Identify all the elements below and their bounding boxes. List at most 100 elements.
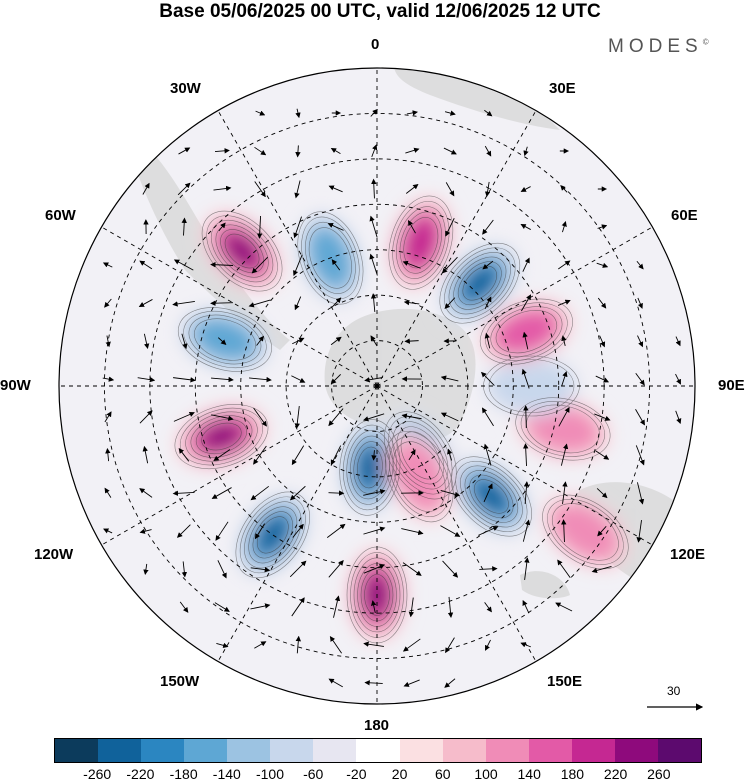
wind-arrow	[522, 600, 530, 614]
colorbar-swatch	[356, 739, 400, 762]
wind-arrow	[599, 335, 606, 348]
wind-arrow	[364, 680, 383, 686]
wind-arrow	[363, 413, 385, 422]
wind-arrow	[363, 489, 386, 496]
wind-arrow	[137, 376, 156, 383]
latitude-circle	[149, 158, 605, 614]
wind-arrow	[675, 410, 682, 425]
wind-arrow	[404, 338, 419, 344]
wind-arrow	[291, 445, 305, 466]
wind-arrow	[555, 602, 573, 612]
lon-label-120e: 120E	[670, 546, 706, 563]
wind-arrow	[597, 224, 608, 230]
wind-arrow	[481, 407, 494, 427]
anomaly-contour	[185, 411, 258, 462]
wind-arrow	[597, 297, 607, 309]
meridian-line	[101, 385, 378, 546]
meridian-line	[376, 110, 537, 387]
anomaly-contour	[297, 211, 364, 305]
wind-arrow	[635, 372, 645, 386]
wind-arrow	[482, 219, 494, 235]
wind-arrow	[401, 413, 422, 420]
wind-arrow	[210, 300, 234, 306]
wind-arrow	[328, 559, 344, 578]
wind-arrow	[363, 564, 386, 574]
colorbar-tick-label: -220	[126, 766, 155, 782]
wind-arrow	[173, 259, 194, 271]
wind-arrow	[445, 182, 455, 197]
wind-arrow	[250, 603, 271, 610]
wind-arrow	[248, 299, 271, 308]
anomaly-contour	[220, 229, 264, 273]
wind-arrow	[333, 595, 341, 618]
colorbar-swatch	[571, 739, 615, 762]
wind-arrow	[172, 490, 195, 496]
wind-arrow	[102, 376, 115, 382]
anomaly-blob	[552, 503, 619, 561]
anomaly-blob	[201, 423, 242, 451]
wind-arrow	[253, 407, 267, 427]
colorbar-tick-label: -60	[303, 766, 324, 782]
wind-arrow	[328, 678, 343, 688]
latitude-circle	[240, 249, 514, 523]
wind-arrow	[408, 597, 415, 618]
anomaly-blob	[496, 310, 557, 353]
anomaly-contour	[490, 306, 563, 357]
wind-arrow	[401, 528, 424, 536]
wind-arrow	[173, 411, 195, 422]
modes-logo: MODES©	[608, 36, 709, 57]
wind-arrow	[181, 561, 188, 578]
wind-arrow	[444, 297, 456, 309]
wind-arrow	[216, 642, 229, 648]
anomaly-contour	[346, 430, 394, 505]
wind-arrow	[443, 147, 457, 155]
wind-arrow	[445, 637, 455, 654]
wind-arrow	[295, 145, 301, 158]
wind-arrow	[328, 490, 345, 496]
wind-arrow	[291, 375, 306, 383]
anomaly-contour	[244, 501, 302, 569]
colorbar-swatch	[313, 739, 357, 762]
wind-arrow	[637, 335, 644, 348]
meridian-line	[376, 226, 653, 387]
wind-arrow	[326, 523, 346, 538]
colorbar-tick-label: 220	[603, 766, 628, 782]
anomaly-contour	[388, 195, 454, 290]
wind-arrow	[214, 148, 230, 154]
wind-arrow	[594, 413, 611, 421]
wind-arrow	[143, 333, 150, 350]
wind-arrow	[211, 414, 234, 421]
wind-arrow	[484, 109, 493, 117]
wind-arrow	[181, 333, 188, 350]
anomaly-contour	[462, 265, 498, 301]
wind-arrow	[520, 642, 531, 648]
wind-arrow	[217, 337, 227, 345]
wind-arrow	[402, 260, 421, 269]
wind-arrow	[291, 597, 305, 617]
colorbar-tick-label: -180	[169, 766, 198, 782]
anomaly-blob	[462, 266, 497, 301]
wind-arrow	[440, 375, 459, 382]
wind-arrow	[402, 638, 421, 652]
anomaly-contour	[342, 424, 397, 511]
latitude-circle	[285, 294, 469, 478]
wind-arrow	[484, 145, 492, 157]
lon-label-60w: 60W	[45, 207, 76, 224]
anomaly-contour	[448, 252, 511, 315]
anomaly-contour	[224, 233, 260, 269]
lon-label-30e: 30E	[549, 80, 576, 97]
colorbar-swatch	[141, 739, 185, 762]
wind-arrow	[596, 262, 609, 268]
wind-arrow	[522, 519, 531, 542]
anomaly-contour	[399, 211, 442, 274]
wind-arrow	[254, 641, 267, 649]
wind-arrow	[447, 596, 454, 618]
colorbar-tick-label: -100	[255, 766, 285, 782]
lon-label-150e: 150E	[547, 673, 583, 690]
wind-arrow	[103, 528, 113, 534]
wind-arrow	[292, 523, 304, 538]
wind-arrow	[675, 373, 681, 385]
lon-label-120w: 120W	[34, 546, 74, 563]
map-border	[58, 67, 696, 705]
anomaly-contour	[444, 247, 516, 319]
